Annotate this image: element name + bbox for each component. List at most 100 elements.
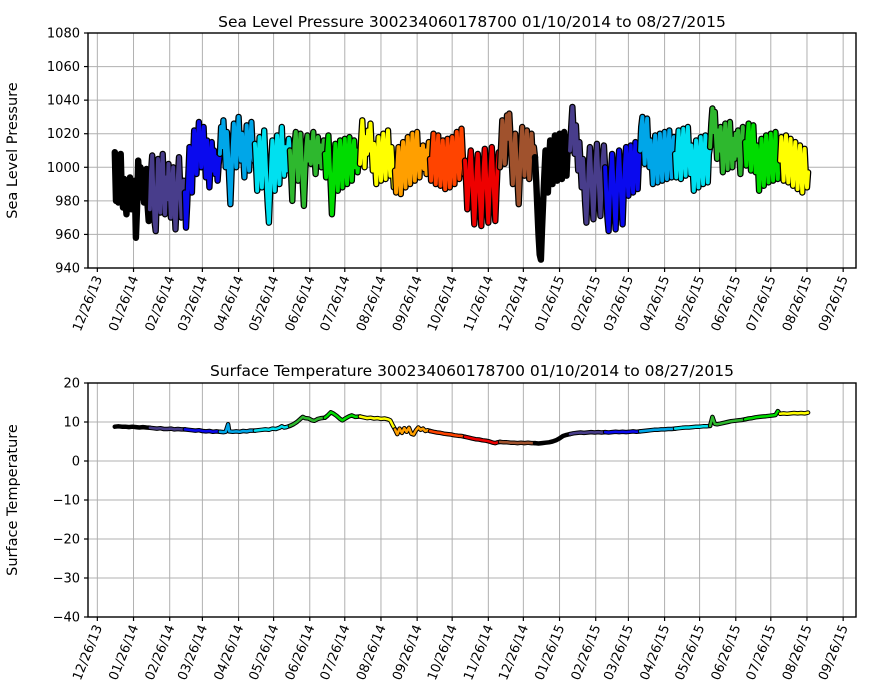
x-tick-label: 05/26/14	[247, 274, 283, 334]
series-segment-cyan-4	[252, 125, 292, 225]
x-tick-label: 03/26/15	[601, 274, 637, 334]
y-tick-label: 0	[72, 455, 80, 470]
x-tick-label: 12/26/13	[70, 274, 106, 334]
y-tick-label: 980	[55, 194, 80, 209]
series-segment-orangered-9	[428, 126, 467, 192]
series-segment-deepskyblue-3	[217, 114, 257, 207]
series-segment-yellow-7	[358, 118, 397, 190]
x-tick-label: 04/26/14	[211, 623, 247, 683]
x-tick-label: 09/26/14	[390, 274, 426, 334]
x-tick-label: 11/26/14	[461, 274, 497, 334]
x-tick-label: 01/26/15	[532, 274, 568, 334]
x-tick-label: 09/26/14	[390, 623, 426, 683]
x-tick-label: 08/26/14	[354, 623, 390, 683]
x-tick-label: 07/26/14	[318, 623, 354, 683]
plot-border	[87, 32, 857, 269]
x-tick-label: 12/26/14	[496, 623, 532, 683]
x-tick-label: 03/26/15	[601, 623, 637, 683]
series-segment-cyan-16	[673, 125, 713, 193]
x-tick-label: 08/26/15	[780, 623, 816, 683]
x-tick-label: 03/26/14	[175, 274, 211, 334]
y-tick-label: 20	[63, 377, 80, 392]
series-segment-green-5	[287, 130, 327, 208]
series-segment-orange-8	[393, 426, 432, 436]
x-tick-label: 08/26/15	[780, 274, 816, 334]
series-segment-deepskyblue-15	[638, 114, 678, 187]
x-tick-label: 06/26/14	[283, 623, 319, 683]
y-tick-label: −30	[53, 572, 80, 587]
x-tick-label: 01/26/15	[532, 623, 568, 683]
chart-title: Sea Level Pressure 300234060178700 01/10…	[218, 13, 726, 31]
x-tick-label: 06/26/15	[709, 623, 745, 683]
series-segment-lime-6	[322, 133, 362, 217]
series-segment-green-5	[288, 415, 327, 428]
plot-border	[87, 382, 857, 618]
series-segment-orangered-9	[428, 429, 467, 439]
y-tick-label: 1040	[47, 94, 80, 109]
chart-title: Surface Temperature 300234060178700 01/1…	[210, 362, 734, 380]
y-tick-label: 10	[63, 416, 80, 431]
x-tick-label: 04/26/15	[638, 274, 674, 334]
x-tick-label: 04/26/15	[638, 623, 674, 683]
series-segment-red-10	[463, 145, 502, 228]
series-segment-yellow-7	[358, 415, 397, 431]
x-tick-label: 09/26/15	[816, 623, 852, 683]
x-tick-label: 12/26/14	[496, 274, 532, 334]
series-segment-black-0	[113, 425, 152, 430]
x-tick-label: 07/26/14	[318, 274, 354, 334]
series-segment-darkslateblue-1	[148, 426, 187, 431]
y-tick-label: 1020	[47, 127, 80, 142]
series-segment-lime-6	[323, 411, 362, 422]
series-segment-cyan-16	[673, 424, 712, 430]
x-tick-label: 02/26/14	[143, 623, 179, 683]
y-tick-label: 1080	[47, 27, 80, 42]
series-segment-deepskyblue-3	[218, 423, 257, 434]
x-tick-label: 05/26/15	[673, 623, 709, 683]
series-segment-yellow-19	[778, 411, 810, 416]
x-tick-label: 10/26/14	[425, 623, 461, 683]
series-segment-black-12	[533, 130, 572, 262]
x-tick-label: 06/26/14	[283, 274, 319, 334]
series-segment-deepskyblue-15	[638, 427, 677, 433]
x-tick-label: 02/26/15	[569, 623, 605, 683]
series-segment-darkslateblue-1	[147, 151, 187, 234]
series-segment-black-0	[112, 150, 152, 240]
series-segment-black-12	[533, 432, 572, 445]
x-tick-label: 02/26/14	[143, 274, 179, 334]
series-segment-blue-2	[183, 428, 222, 434]
series-segment-brown-11	[498, 440, 537, 445]
x-tick-label: 01/26/14	[106, 623, 142, 683]
y-tick-label: 1000	[47, 161, 80, 176]
y-axis-label: Sea Level Pressure	[5, 82, 21, 218]
series-segment-red-10	[463, 435, 502, 445]
x-tick-label: 04/26/14	[211, 274, 247, 334]
x-tick-label: 03/26/14	[175, 623, 211, 683]
series-segment-darkslateblue-13	[568, 430, 607, 436]
x-tick-label: 09/26/15	[816, 274, 852, 334]
series-segment-blue-14	[603, 140, 643, 234]
x-tick-label: 07/26/15	[744, 274, 780, 334]
x-tick-label: 07/26/15	[744, 623, 780, 683]
series-segment-lime-18	[743, 121, 783, 193]
series-segment-brown-11	[498, 111, 537, 207]
series-segment-lime-18	[743, 409, 782, 421]
series-segment-darkslateblue-13	[568, 104, 608, 225]
y-tick-label: −40	[53, 611, 80, 626]
x-tick-label: 08/26/14	[354, 274, 390, 334]
x-tick-label: 11/26/14	[461, 623, 497, 683]
series-segment-cyan-4	[253, 424, 292, 432]
series-segment-green-17	[708, 415, 747, 428]
x-tick-label: 10/26/14	[425, 274, 461, 334]
y-tick-label: 1060	[47, 60, 80, 75]
x-tick-label: 01/26/14	[106, 274, 142, 334]
series-segment-blue-2	[182, 120, 222, 230]
y-axis-label: Surface Temperature	[5, 424, 21, 576]
x-tick-label: 06/26/15	[709, 274, 745, 334]
x-tick-label: 12/26/13	[70, 623, 106, 683]
series-segment-orange-8	[393, 130, 432, 197]
x-tick-label: 05/26/14	[247, 623, 283, 683]
x-tick-label: 05/26/15	[673, 274, 709, 334]
